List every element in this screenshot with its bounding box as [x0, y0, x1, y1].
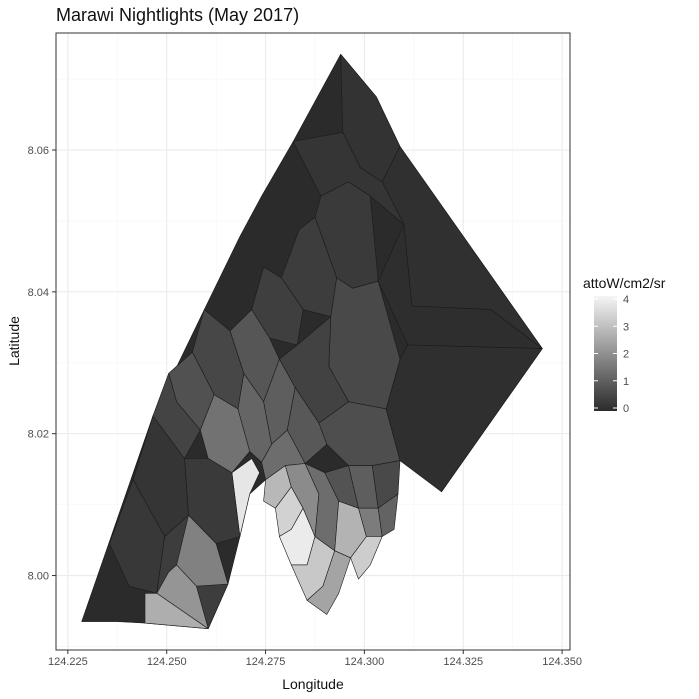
x-tick-label: 124.275 [246, 656, 286, 668]
x-tick-label: 124.350 [542, 656, 582, 668]
legend-label: 2 [623, 349, 629, 361]
region-26 [176, 514, 229, 587]
chart-title: Marawi Nightlights (May 2017) [56, 5, 300, 25]
x-axis-title: Longitude [282, 676, 344, 692]
region-21 [231, 458, 260, 537]
region-layer [81, 53, 543, 630]
legend-title: attoW/cm2/sr [583, 275, 666, 291]
x-axis: 124.225 124.250 124.275 124.300 124.325 124.3… [48, 650, 582, 668]
y-axis-title: Latitude [6, 316, 22, 366]
x-tick-label: 124.225 [48, 656, 88, 668]
region-40 [350, 536, 383, 580]
y-tick-label: 8.06 [28, 145, 49, 157]
region-14 [286, 387, 328, 464]
x-tick-label: 124.250 [147, 656, 187, 668]
region-24 [109, 479, 165, 594]
legend-label: 4 [623, 294, 629, 306]
x-tick-label: 124.325 [443, 656, 483, 668]
legend-label: 1 [623, 376, 629, 388]
legend-label: 0 [623, 403, 629, 415]
plot-border [55, 32, 571, 651]
region-28 [144, 592, 209, 630]
region-42 [377, 493, 399, 537]
y-tick-label: 8.00 [28, 571, 49, 583]
region-19 [152, 373, 201, 459]
y-tick-label: 8.04 [28, 287, 49, 299]
legend-ticks: 4 3 2 1 0 [594, 294, 629, 415]
x-tick-label: 124.300 [345, 656, 385, 668]
legend-colorbar [594, 296, 617, 411]
y-axis: 8.00 8.02 8.04 8.06 [28, 145, 56, 583]
legend-label: 3 [623, 321, 629, 333]
y-tick-label: 8.02 [28, 429, 49, 441]
